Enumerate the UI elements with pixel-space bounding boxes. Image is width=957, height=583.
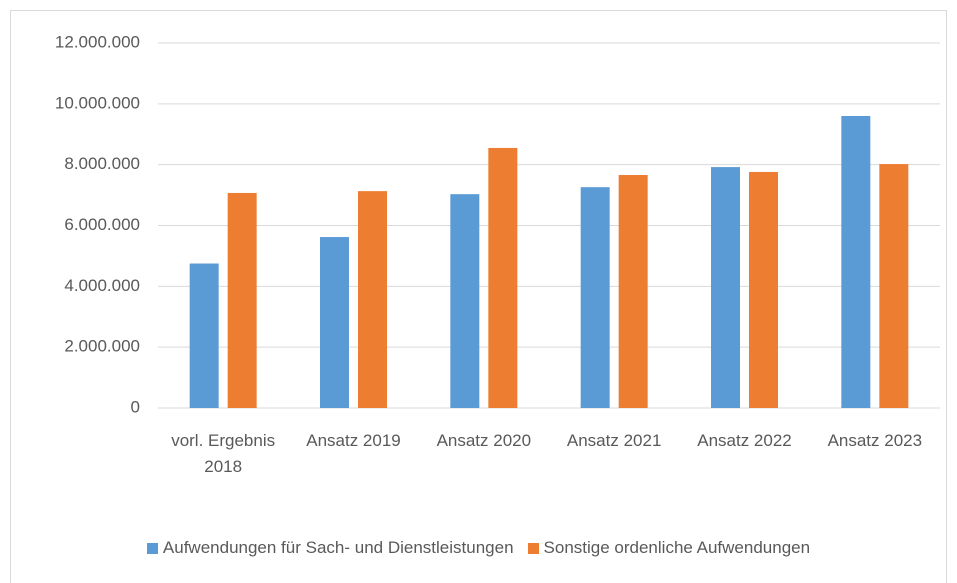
- bar: [358, 191, 387, 408]
- x-tick-label: Ansatz 2020: [436, 431, 532, 450]
- x-tick-label: Ansatz 2023: [827, 431, 923, 450]
- bar: [227, 192, 257, 408]
- x-tick-label: vorl. Ergebnis 2018: [171, 431, 276, 476]
- x-tick-label: Ansatz 2021: [566, 431, 662, 450]
- bar: [841, 116, 871, 408]
- x-tick-label: Ansatz 2019: [306, 431, 401, 450]
- y-tick-label: 12.000.000: [55, 32, 140, 51]
- legend-label: Aufwendungen für Sach- und Dienstleistun…: [162, 538, 514, 557]
- legend-item: Aufwendungen für Sach- und Dienstleistun…: [146, 538, 514, 558]
- bar: [711, 167, 740, 408]
- legend-swatch: [146, 542, 158, 554]
- bar: [320, 237, 349, 408]
- bar: [488, 147, 518, 408]
- bar: [618, 175, 648, 408]
- y-tick-label: 8.000.000: [64, 154, 140, 173]
- legend-swatch: [527, 542, 539, 554]
- legend: Aufwendungen für Sach- und Dienstleistun…: [0, 538, 957, 558]
- x-tick-label: Ansatz 2022: [697, 431, 792, 450]
- bar: [879, 164, 909, 408]
- legend-label: Sonstige ordenliche Aufwendungen: [543, 538, 811, 557]
- y-tick-label: 2.000.000: [64, 337, 140, 356]
- y-tick-label: 6.000.000: [64, 215, 140, 234]
- y-tick-label: 4.000.000: [64, 276, 140, 295]
- bar: [580, 187, 610, 408]
- y-tick-label: 0: [131, 397, 140, 416]
- y-tick-label: 10.000.000: [55, 93, 140, 112]
- bar: [450, 194, 480, 408]
- chart-border: [10, 10, 947, 583]
- bar: [189, 263, 219, 408]
- bar: [749, 171, 778, 408]
- legend-item: Sonstige ordenliche Aufwendungen: [527, 538, 811, 558]
